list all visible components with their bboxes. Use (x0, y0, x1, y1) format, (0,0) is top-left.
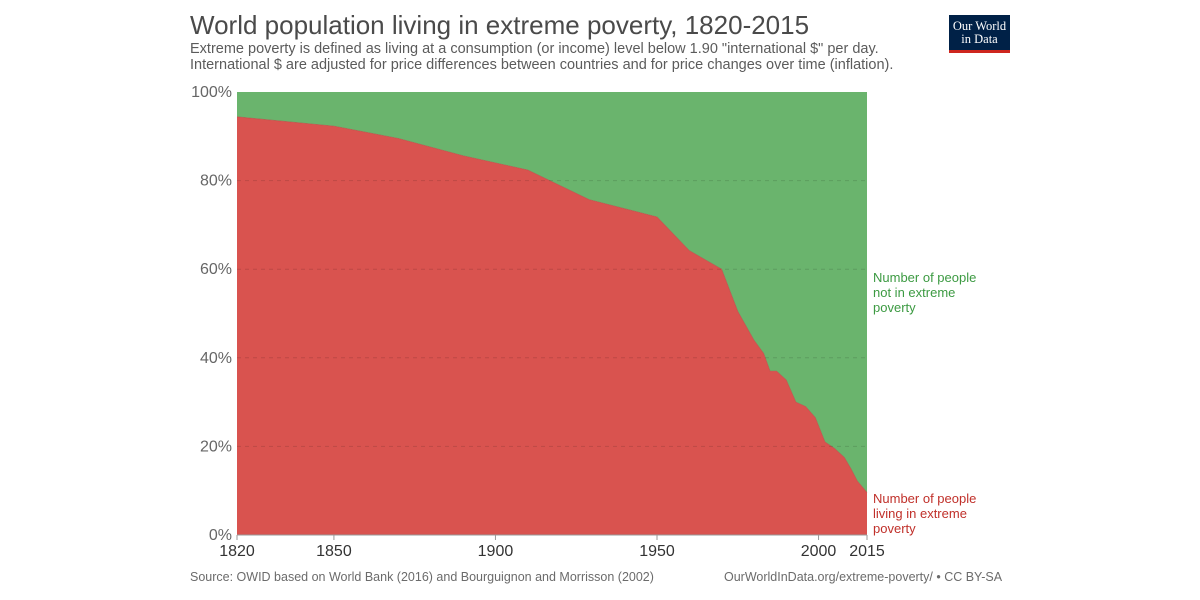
logo-line-2: in Data (961, 31, 998, 46)
series-label-in-poverty: poverty (873, 521, 916, 536)
series-area-in-poverty (237, 116, 867, 536)
x-tick-label: 1900 (478, 543, 514, 560)
x-tick-label: 2000 (801, 543, 837, 560)
chart-subtitle: Extreme poverty is defined as living at … (190, 41, 893, 73)
series-label-not-in-poverty: not in extreme (873, 285, 955, 300)
subtitle-line-1: Extreme poverty is defined as living at … (190, 41, 879, 57)
chart-title: World population living in extreme pover… (190, 10, 810, 40)
y-tick-label: 80% (200, 173, 232, 190)
y-tick-label: 60% (200, 261, 232, 278)
series-area-not-in-poverty (237, 92, 867, 493)
series-label-not-in-poverty: Number of people (873, 270, 976, 285)
logo-line-1: Our World (952, 18, 1007, 33)
x-tick-label: 2015 (849, 543, 885, 560)
subtitle-line-2: International $ are adjusted for price d… (190, 57, 894, 73)
x-tick-label: 1950 (639, 543, 675, 560)
our-world-in-data-logo[interactable]: Our World in Data (949, 15, 1010, 53)
license-link[interactable]: OurWorldInData.org/extreme-poverty/ • CC… (724, 570, 1003, 584)
y-tick-label: 20% (200, 438, 232, 455)
series-label-in-poverty: Number of people (873, 491, 976, 506)
source-note: Source: OWID based on World Bank (2016) … (190, 570, 654, 584)
y-tick-label: 100% (191, 84, 232, 101)
series-boundary-line (236, 116, 868, 493)
x-tick-label: 1820 (219, 543, 255, 560)
x-tick-label: 1850 (316, 543, 352, 560)
y-tick-label: 40% (200, 350, 232, 367)
series-label-not-in-poverty: poverty (873, 300, 916, 315)
y-tick-label: 0% (209, 527, 232, 544)
series-label-in-poverty: living in extreme (873, 506, 967, 521)
